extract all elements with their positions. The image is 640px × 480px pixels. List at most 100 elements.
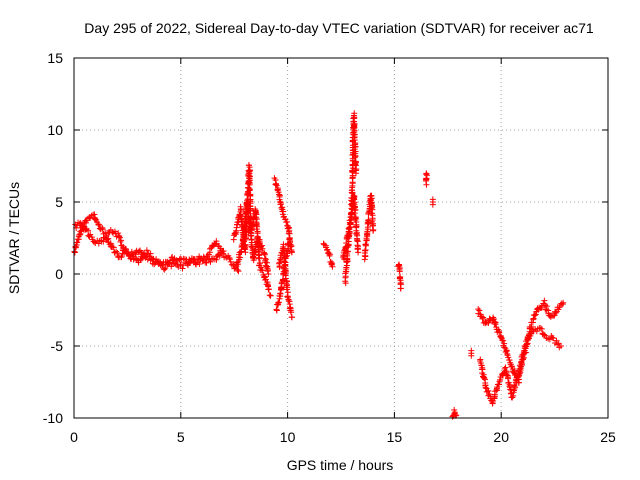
data-point — [186, 260, 193, 267]
x-axis-label: GPS time / hours — [287, 457, 394, 473]
data-point — [355, 249, 362, 256]
data-point — [147, 250, 154, 257]
x-tick-label: 15 — [387, 429, 403, 445]
data-point — [349, 180, 356, 187]
data-point — [117, 238, 124, 245]
data-point — [489, 400, 496, 407]
data-point — [202, 259, 209, 266]
data-point — [227, 258, 234, 265]
data-point — [246, 186, 253, 193]
data-point — [480, 314, 487, 321]
data-point — [503, 371, 510, 378]
data-point — [496, 329, 503, 336]
data-point — [267, 292, 274, 299]
data-point — [518, 360, 525, 367]
data-point — [369, 206, 376, 213]
data-point — [162, 265, 169, 272]
data-point — [255, 255, 262, 262]
data-point — [180, 255, 187, 262]
data-point — [72, 244, 79, 251]
x-tick-label: 10 — [280, 429, 296, 445]
data-point — [481, 375, 488, 382]
data-point — [429, 196, 436, 203]
data-point — [477, 356, 484, 363]
data-point — [423, 181, 430, 188]
data-point — [490, 315, 497, 322]
data-point — [552, 309, 559, 316]
data-point — [499, 337, 506, 344]
y-tick-label: 15 — [47, 50, 63, 66]
data-point — [550, 312, 557, 319]
data-point — [107, 240, 114, 247]
data-point — [288, 309, 295, 316]
data-point — [328, 260, 335, 267]
data-point — [288, 249, 295, 256]
data-point — [352, 143, 359, 150]
data-point — [95, 221, 102, 228]
data-point — [491, 320, 498, 327]
data-point — [264, 268, 271, 275]
data-point — [241, 222, 248, 229]
data-point — [142, 251, 149, 258]
data-point — [165, 260, 172, 267]
data-point — [167, 257, 174, 264]
data-point — [110, 244, 117, 251]
data-point — [121, 250, 128, 257]
data-point — [247, 232, 254, 239]
data-point — [246, 226, 253, 233]
data-point — [532, 311, 539, 318]
data-point — [259, 267, 266, 274]
data-point — [95, 221, 102, 228]
data-point — [505, 354, 512, 361]
data-point — [226, 254, 233, 261]
data-point — [77, 228, 84, 235]
axis-ticks: 0 5 10 15 20 25 -10 -5 0 5 10 15 — [43, 50, 616, 445]
data-point — [200, 254, 207, 261]
data-point — [281, 252, 288, 259]
data-point — [262, 256, 269, 263]
data-point — [285, 241, 292, 248]
data-point — [74, 239, 81, 246]
data-point — [423, 172, 430, 179]
data-point — [79, 222, 86, 229]
data-point — [265, 271, 272, 277]
data-points — [71, 110, 567, 420]
data-point — [143, 247, 150, 254]
data-point — [396, 274, 403, 281]
data-point — [118, 237, 125, 244]
data-point — [519, 356, 526, 363]
data-point — [258, 264, 265, 271]
data-point — [550, 335, 557, 342]
data-point — [345, 232, 352, 239]
data-point — [88, 234, 95, 241]
data-point — [370, 227, 377, 234]
data-point — [240, 235, 247, 242]
data-point — [522, 345, 529, 352]
data-point — [352, 170, 359, 177]
data-point — [216, 253, 223, 260]
data-point — [326, 252, 333, 259]
data-point — [515, 371, 522, 378]
data-point — [324, 246, 331, 253]
data-point — [368, 205, 375, 212]
x-tick-label: 20 — [493, 429, 509, 445]
data-point — [118, 254, 125, 261]
plot-frame — [73, 57, 609, 419]
data-point — [512, 384, 519, 391]
data-point — [476, 307, 483, 314]
data-point — [123, 246, 130, 253]
data-point — [525, 332, 532, 339]
data-point — [540, 331, 547, 338]
data-point — [482, 382, 489, 389]
data-point — [479, 315, 486, 322]
y-tick-label: -10 — [43, 410, 63, 426]
data-point — [507, 384, 514, 391]
data-point — [213, 256, 220, 263]
data-point — [497, 376, 504, 383]
data-point — [343, 259, 350, 266]
data-point — [511, 383, 518, 390]
data-point — [349, 184, 356, 191]
data-point — [349, 175, 356, 182]
data-point — [251, 254, 258, 261]
